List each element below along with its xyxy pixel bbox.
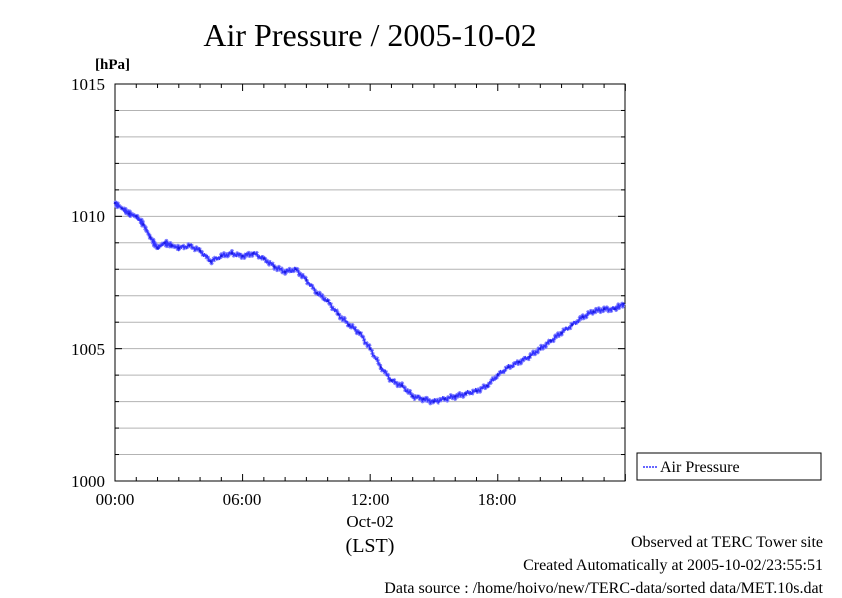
data-point: [622, 302, 625, 305]
data-point: [241, 254, 244, 258]
series-band-air-pressure: [113, 200, 626, 406]
data-point: [592, 310, 595, 313]
y-tick-labels: 1000 1005 1010 1015: [71, 75, 105, 491]
data-point: [305, 278, 308, 282]
data-point: [127, 212, 131, 215]
footer-created: Created Automatically at 2005-10-02/23:5…: [523, 557, 823, 574]
x-tick-labels: 00:00 06:00 12:00 18:00: [96, 490, 517, 509]
data-point: [252, 252, 255, 255]
data-point: [507, 365, 510, 369]
data-point: [209, 260, 212, 263]
data-point: [220, 254, 223, 258]
data-point: [198, 249, 202, 252]
chart-title: Air Pressure / 2005-10-02: [203, 17, 536, 53]
data-point: [560, 331, 563, 334]
y-axis-unit-label: [hPa]: [95, 57, 130, 73]
data-point: [230, 252, 234, 255]
y-tick-label-1000: 1000: [71, 472, 105, 491]
series-line-air-pressure: [114, 201, 625, 405]
legend: Air Pressure: [636, 452, 822, 481]
data-point: [358, 331, 361, 334]
data-point: [432, 400, 436, 403]
data-point: [454, 395, 457, 398]
data-point: [496, 373, 499, 377]
data-point: [485, 384, 489, 387]
data-point: [177, 246, 180, 250]
data-point: [188, 244, 191, 247]
data-point: [113, 201, 117, 205]
legend-label-air-pressure: Air Pressure: [660, 459, 740, 476]
data-point: [517, 360, 521, 364]
data-point: [135, 215, 138, 218]
x-tick-label-0000: 00:00: [96, 490, 135, 509]
data-point: [581, 315, 585, 319]
x-date-label: Oct-02: [346, 512, 393, 531]
footer-site: Observed at TERC Tower site: [630, 534, 823, 551]
footer-source: Data source : /home/hoivo/new/TERC-data/…: [384, 580, 823, 597]
data-point: [570, 323, 574, 327]
data-point: [549, 339, 553, 342]
data-point: [315, 291, 319, 295]
data-point: [156, 246, 159, 250]
y-tick-label-1015: 1015: [71, 75, 105, 94]
data-point: [163, 241, 166, 244]
series-layer: [113, 200, 626, 406]
data-point: [613, 307, 616, 311]
legend-box: [636, 452, 822, 481]
data-point: [273, 265, 276, 268]
data-point: [475, 389, 478, 393]
data-point: [539, 347, 542, 350]
plot-frame: [114, 83, 626, 482]
data-point: [379, 365, 383, 369]
data-point: [283, 270, 287, 274]
data-point: [368, 347, 372, 350]
data-point: [170, 244, 173, 247]
data-point: [411, 395, 414, 398]
data-point: [294, 268, 297, 271]
data-point: [422, 397, 425, 401]
data-point: [326, 299, 329, 303]
data-point: [347, 323, 351, 327]
x-tick-label-1200: 12:00: [351, 490, 390, 509]
data-point: [142, 223, 145, 226]
grid-lines: [115, 109, 625, 456]
data-point: [262, 257, 266, 260]
x-tick-label-0600: 06:00: [223, 490, 262, 509]
data-point: [602, 307, 606, 311]
data-point: [400, 384, 404, 387]
y-tick-label-1010: 1010: [71, 207, 105, 226]
x-axis-label: (LST): [346, 535, 395, 557]
data-point: [390, 379, 393, 382]
x-tick-label-1800: 18:00: [478, 490, 517, 509]
axis-ticks: [114, 83, 626, 482]
y-tick-label-1005: 1005: [71, 340, 105, 359]
data-point: [337, 313, 340, 316]
data-point: [149, 236, 152, 239]
data-point: [120, 207, 124, 210]
data-point: [528, 355, 531, 358]
data-point: [443, 397, 446, 401]
data-point: [464, 392, 468, 395]
